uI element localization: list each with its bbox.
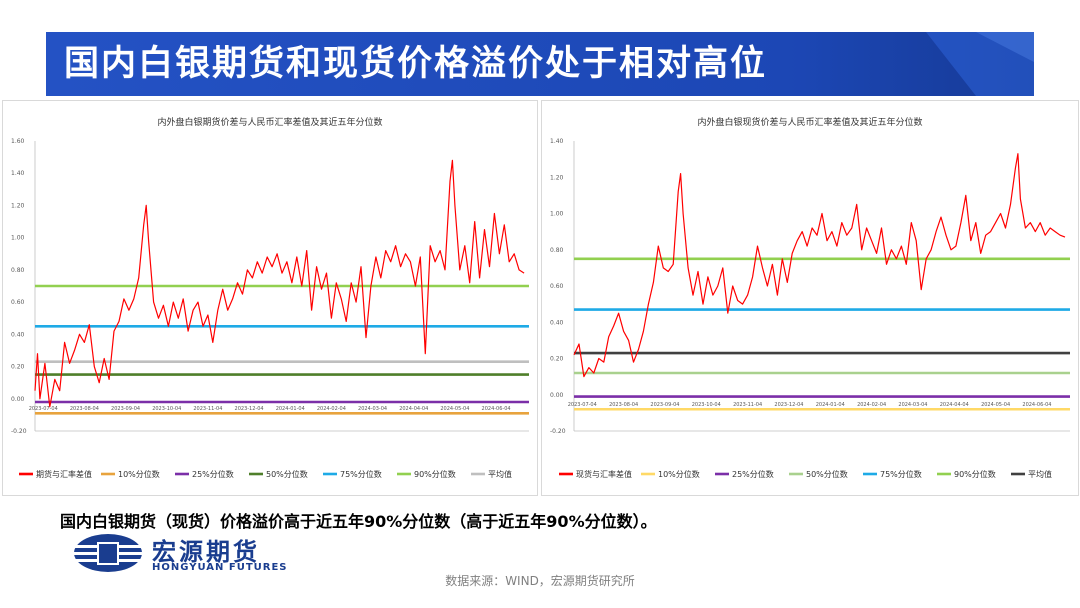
chart0-y-tick: 1.20 [11, 202, 25, 209]
chart-panel-spot: 内外盘白银现货价差与人民币汇率差值及其近五年分位数 -0.20 0.00 0.20 0.… [541, 100, 1079, 496]
chart0-y-tick: 0.00 [11, 396, 25, 403]
chart0-legend-label-3: 50%分位数 [266, 469, 308, 479]
chart1-y-tick: 0.00 [550, 392, 564, 399]
chart1-y-tick: 0.20 [550, 356, 564, 363]
chart1-x-tick: 2024-05-04 [981, 402, 1010, 408]
chart1-x-tick: 2023-11-04 [733, 402, 762, 408]
chart0-legend-label-6: 平均值 [488, 469, 512, 479]
chart1-x-tick: 2023-07-04 [568, 402, 597, 408]
chart1-x-tick: 2023-08-04 [609, 402, 638, 408]
chart0-y-tick: 0.80 [11, 267, 25, 274]
chart1-x-tick: 2024-06-04 [1022, 402, 1051, 408]
logo-text-cn: 宏源期货 [152, 538, 260, 566]
chart0-legend-label-1: 10%分位数 [118, 469, 160, 479]
chart1-y-tick: -0.20 [550, 428, 566, 435]
chart0-y-tick: 0.20 [11, 364, 25, 371]
chart-panel-futures: 内外盘白银期货价差与人民币汇率差值及其近五年分位数 -0.20 0.00 0.20 0.… [2, 100, 538, 496]
chart0-x-tick: 2023-10-04 [152, 406, 181, 412]
chart0-legend-label-4: 75%分位数 [340, 469, 382, 479]
chart0-x-tick: 2024-05-04 [440, 406, 469, 412]
chart0-x-tick: 2023-11-04 [193, 406, 222, 412]
chart1-x-tick: 2023-10-04 [692, 402, 721, 408]
chart1-y-tick: 0.60 [550, 283, 564, 290]
chart0-series-line-0 [34, 159, 525, 408]
chart1-x-tick: 2024-02-04 [857, 402, 886, 408]
chart0-x-tick: 2023-08-04 [70, 406, 99, 412]
chart1-x-tick: 2024-04-04 [940, 402, 969, 408]
chart1-title: 内外盘白银现货价差与人民币汇率差值及其近五年分位数 [697, 116, 922, 128]
chart1-legend-label-2: 25%分位数 [732, 469, 774, 479]
chart0-y-tick: -0.20 [11, 428, 27, 435]
chart1-legend-label-3: 50%分位数 [806, 469, 848, 479]
chart0-x-tick: 2023-12-04 [235, 406, 264, 412]
chart1-y-tick: 1.00 [550, 211, 564, 218]
chart0-legend-label-2: 25%分位数 [192, 469, 234, 479]
chart1-legend-label-5: 90%分位数 [954, 469, 996, 479]
futures-spread-chart: 内外盘白银期货价差与人民币汇率差值及其近五年分位数 -0.20 0.00 0.20 0.… [11, 116, 529, 479]
chart1-x-tick: 2024-01-04 [816, 402, 845, 408]
company-logo: 宏源期货 HONGYUAN FUTURES [72, 530, 312, 576]
chart0-x-tick: 2023-09-04 [111, 406, 140, 412]
chart1-x-tick: 2024-03-04 [898, 402, 927, 408]
banner-background [46, 32, 1034, 96]
chart0-x-tick: 2024-06-04 [482, 406, 511, 412]
chart0-y-tick: 0.40 [11, 331, 25, 338]
chart1-y-tick: 0.80 [550, 247, 564, 254]
chart1-y-tick: 0.40 [550, 319, 564, 326]
chart1-y-tick: 1.40 [550, 138, 564, 145]
chart0-y-tick: 0.60 [11, 299, 25, 306]
spot-spread-chart: 内外盘白银现货价差与人民币汇率差值及其近五年分位数 -0.20 0.00 0.20 0.… [550, 116, 1070, 479]
chart0-x-tick: 2024-01-04 [276, 406, 305, 412]
chart1-series-line-0 [573, 153, 1066, 378]
chart0-y-tick: 1.40 [11, 170, 25, 177]
chart1-y-tick: 1.20 [550, 174, 564, 181]
chart0-title: 内外盘白银期货价差与人民币汇率差值及其近五年分位数 [157, 116, 382, 128]
chart0-x-tick: 2023-07-04 [29, 406, 58, 412]
chart0-y-tick: 1.00 [11, 235, 25, 242]
page-title: 国内白银期货和现货价格溢价处于相对高位 [64, 43, 768, 84]
logo-text-en: HONGYUAN FUTURES [152, 562, 288, 573]
chart0-legend-label-0: 期货与汇率差值 [36, 469, 92, 479]
chart0-x-tick: 2024-03-04 [358, 406, 387, 412]
chart0-x-tick: 2024-02-04 [317, 406, 346, 412]
chart1-x-tick: 2023-12-04 [774, 402, 803, 408]
chart0-legend-label-5: 90%分位数 [414, 469, 456, 479]
chart1-legend-label-1: 10%分位数 [658, 469, 700, 479]
chart1-legend-label-0: 现货与汇率差值 [576, 469, 632, 479]
chart1-legend-label-6: 平均值 [1028, 469, 1052, 479]
slide-caption: 国内白银期货（现货）价格溢价高于近五年90%分位数（高于近五年90%分位数）。 [60, 512, 657, 531]
title-banner: 国内白银期货和现货价格溢价处于相对高位 [46, 32, 1034, 96]
chart0-y-tick: 1.60 [11, 138, 25, 145]
logo-mark-icon [74, 534, 142, 572]
chart0-x-tick: 2024-04-04 [399, 406, 428, 412]
chart1-x-tick: 2023-09-04 [650, 402, 679, 408]
data-source: 数据来源：WIND，宏源期货研究所 [445, 574, 635, 588]
chart1-legend-label-4: 75%分位数 [880, 469, 922, 479]
